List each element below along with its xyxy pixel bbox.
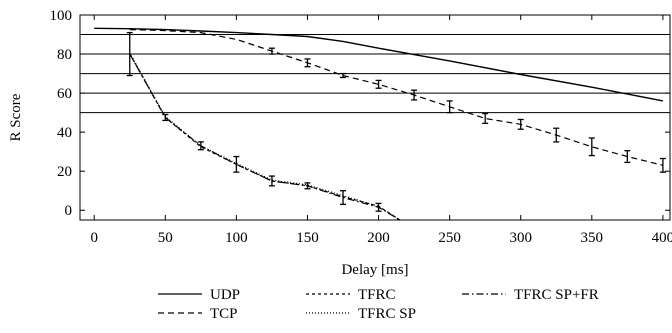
x-tick-label: 250 [438,230,461,246]
series-layer [94,27,664,220]
plot-frame [79,14,671,221]
series-udp [94,27,664,102]
legend-label: UDP [210,287,240,303]
y-tick-label: 20 [57,164,72,180]
x-tick-label: 200 [367,230,390,246]
x-axis-title: Delay [ms] [341,262,408,278]
y-tick-label: 40 [57,125,72,141]
series-tfrc-sp-fr [129,53,401,220]
reference-lines [80,34,670,114]
x-tick-label: 350 [581,230,604,246]
y-tick-label: 60 [57,86,72,102]
x-tick-label: 150 [296,230,319,246]
legend-label: TFRC [358,287,396,303]
series-tfrc-sp [129,52,401,220]
x-tick-label: 400 [652,230,672,246]
legend-label: TCP [210,306,238,322]
y-tick-label: 80 [57,47,72,63]
x-tick-label: 0 [90,230,98,246]
series-tcp [129,29,664,166]
x-tick-label: 50 [158,230,173,246]
legend-label: TFRC SP [358,306,416,322]
y-axis-title: R Score [8,93,24,141]
x-tick-label: 300 [509,230,532,246]
axis-ticks: 0 50 100 150 200 250 300 350 400 0 20 40 60 80 100 [50,8,672,246]
legend-label: TFRC SP+FR [514,287,599,303]
y-tick-label: 100 [50,8,73,24]
error-bars [126,31,666,212]
x-tick-label: 100 [225,230,248,246]
y-tick-label: 0 [65,203,73,219]
series-tfrc [129,53,401,220]
legend: UDP TCP TFRC TFRC SP TFRC SP+FR [158,287,599,322]
